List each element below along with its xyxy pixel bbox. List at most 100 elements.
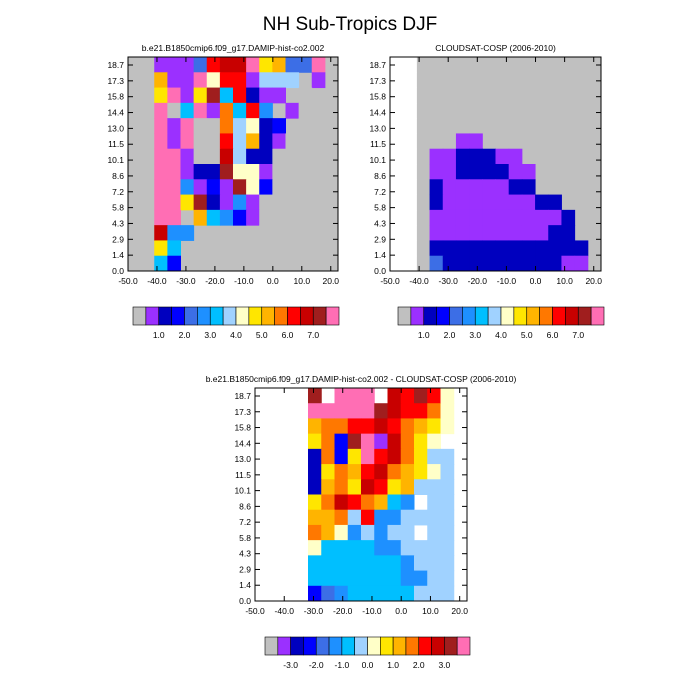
heatmap-cell xyxy=(403,148,417,165)
heatmap-cell xyxy=(427,479,441,495)
heatmap-cell xyxy=(442,240,457,257)
panel-cloudsat: CLOUDSAT-COSP (2006-2010) 0.0 1.4 2.9 4.3 5.8… xyxy=(369,43,605,340)
colorbar-label: 6.0 xyxy=(282,330,294,340)
heatmap-cell xyxy=(400,570,415,587)
colorbar-label: 4.0 xyxy=(495,330,507,340)
heatmap-cell xyxy=(440,403,455,419)
heatmap-cell xyxy=(548,209,562,226)
colorbar-swatch xyxy=(132,306,147,326)
heatmap-cell xyxy=(400,509,415,526)
heatmap-cell xyxy=(298,209,313,226)
heatmap-cell xyxy=(259,148,273,165)
heatmap-cell xyxy=(334,403,349,419)
heatmap-cell xyxy=(374,524,388,541)
heatmap-cell xyxy=(347,585,362,602)
heatmap-cell xyxy=(206,209,221,226)
colorbar-label: 2.0 xyxy=(179,330,191,340)
heatmap-cell xyxy=(180,179,195,196)
x-tick-label: -40.0 xyxy=(147,276,167,286)
colorbar-label: 1.0 xyxy=(387,660,399,670)
x-tick-label: 0.0 xyxy=(530,276,542,286)
heatmap-cell xyxy=(206,194,221,211)
heatmap-cell xyxy=(206,72,221,89)
heatmap-cell xyxy=(167,164,181,180)
heatmap-cell xyxy=(442,255,457,272)
x-tick-label: -30.0 xyxy=(439,276,459,286)
heatmap-cell xyxy=(259,133,273,150)
y-tick-label: 5.8 xyxy=(239,533,251,543)
colorbar-label: 5.0 xyxy=(521,330,533,340)
heatmap-cell xyxy=(535,225,549,241)
x-tick-label: 0.0 xyxy=(267,276,279,286)
y-tick-label: 8.6 xyxy=(239,501,251,511)
y-tick-label: 10.1 xyxy=(369,155,386,165)
heatmap-cell xyxy=(469,194,483,211)
colorbar-label: -3.0 xyxy=(283,660,298,670)
heatmap-cell xyxy=(374,494,388,511)
heatmap-cell xyxy=(387,388,402,404)
heatmap-cell xyxy=(285,102,300,119)
heatmap-cell xyxy=(259,118,273,134)
heatmap-cell xyxy=(308,403,322,419)
x-tick-label: 10.0 xyxy=(422,606,439,616)
x-tick-label: 20.0 xyxy=(451,606,468,616)
heatmap-cell xyxy=(180,194,195,211)
heatmap-cell xyxy=(298,102,313,119)
heatmap-cell xyxy=(390,57,404,73)
colorbar-swatch xyxy=(449,306,463,326)
heatmap-cell xyxy=(308,388,322,404)
heatmap-cell xyxy=(298,118,313,134)
heatmap-cell xyxy=(167,87,181,104)
heatmap-cell xyxy=(233,102,247,119)
y-tick-label: 13.0 xyxy=(369,123,386,133)
heatmap-cell xyxy=(400,585,415,602)
heatmap-cell xyxy=(298,87,313,104)
y-tick-label: 4.3 xyxy=(112,218,124,228)
heatmap-cell xyxy=(308,464,322,480)
y-tick-label: 17.3 xyxy=(107,76,124,86)
heatmap-cell xyxy=(259,164,273,180)
heatmap-cell xyxy=(508,209,523,226)
heatmap-cell xyxy=(387,570,402,587)
heatmap-cell xyxy=(429,255,444,272)
heatmap-cell xyxy=(400,464,415,480)
colorbar-swatch xyxy=(423,306,437,326)
heatmap-cell xyxy=(455,164,470,180)
heatmap-cell xyxy=(440,418,455,435)
heatmap-cell xyxy=(308,479,322,495)
heatmap-cell xyxy=(429,179,444,196)
heatmap-cell xyxy=(414,403,428,419)
heatmap-cell xyxy=(548,225,562,241)
heatmap-cell xyxy=(455,225,470,241)
heatmap-cell xyxy=(193,164,208,180)
heatmap-cell xyxy=(442,209,457,226)
heatmap-cell xyxy=(308,524,322,541)
colorbar-swatch xyxy=(328,636,343,656)
heatmap-cell xyxy=(321,585,335,602)
heatmap-cell xyxy=(427,464,441,480)
heatmap-cell xyxy=(180,87,195,104)
panel-model: b.e21.B1850cmip6.f09_g17.DAMIP-hist-co2.… xyxy=(107,43,339,340)
heatmap-cell xyxy=(455,148,470,165)
heatmap-cell xyxy=(403,87,417,104)
colorbar-label: 1.0 xyxy=(153,330,165,340)
heatmap-cell xyxy=(298,164,313,180)
heatmap-cell xyxy=(403,57,417,73)
colorbar-label: -2.0 xyxy=(309,660,324,670)
heatmap-cell xyxy=(321,403,335,419)
heatmap-cell xyxy=(390,225,404,241)
heatmap-cell xyxy=(334,464,349,480)
colorbar-swatch xyxy=(552,306,566,326)
plot-frame xyxy=(254,387,468,602)
heatmap-cell xyxy=(233,72,247,89)
heatmap-cell xyxy=(180,118,195,134)
heatmap-cell xyxy=(324,179,339,196)
heatmap-cell xyxy=(521,194,536,211)
y-tick-label: 10.1 xyxy=(107,155,124,165)
y-tick-label: 15.8 xyxy=(234,423,251,433)
colorbar-swatch xyxy=(261,306,275,326)
heatmap-cell xyxy=(390,240,404,257)
heatmap-cell xyxy=(440,555,455,572)
heatmap-cell xyxy=(535,194,549,211)
